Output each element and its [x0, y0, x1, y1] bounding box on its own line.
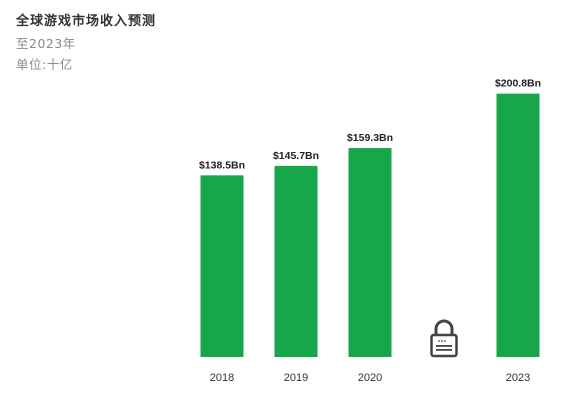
data-label-2018: $138.5Bn: [199, 159, 245, 171]
x-tick-2020: 2020: [358, 372, 382, 384]
unit-label: 单位:十亿: [16, 57, 73, 72]
x-tick-2019: 2019: [284, 372, 308, 384]
bar-2019: [274, 165, 318, 357]
data-label-2023: $200.8Bn: [495, 78, 541, 90]
x-tick-2018: 2018: [210, 372, 234, 384]
padlock-icon: [430, 319, 458, 358]
bar-2023: [496, 93, 540, 357]
data-label-2019: $145.7Bn: [273, 150, 319, 162]
chart-title: 全球游戏市场收入预测: [16, 14, 157, 29]
data-label-2020: $159.3Bn: [347, 132, 393, 144]
bar-2020: [348, 148, 392, 357]
x-tick-2023: 2023: [506, 372, 530, 384]
bar-2018: [200, 175, 244, 357]
chart-subtitle: 至2023年: [16, 36, 76, 51]
